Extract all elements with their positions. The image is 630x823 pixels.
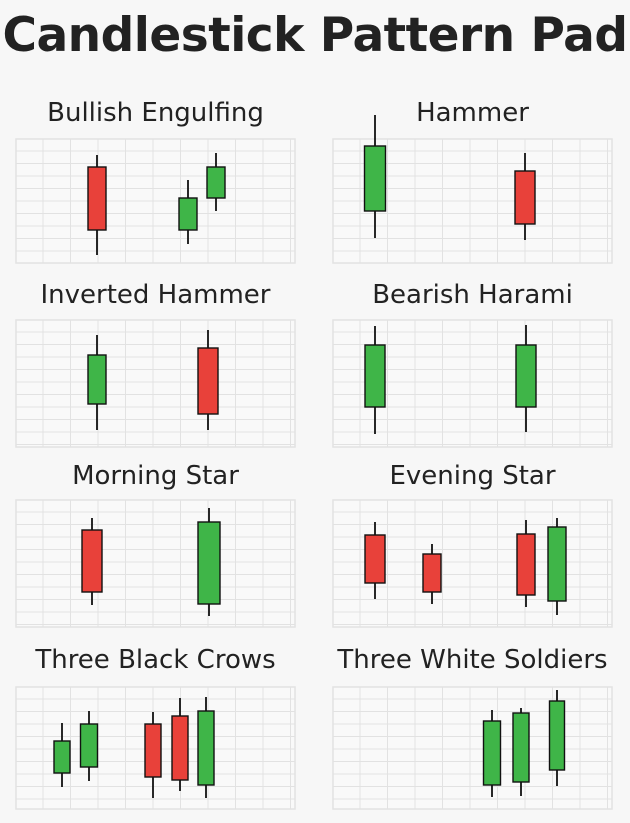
bullish-candle: [482, 720, 502, 786]
pattern-panel: [15, 319, 296, 448]
bullish-candle: [197, 521, 221, 605]
bearish-candle: [171, 715, 189, 781]
bearish-candle: [422, 553, 442, 593]
bearish-candle: [514, 170, 536, 225]
bullish-candle: [197, 710, 215, 786]
pattern-title: Bearish Harami: [372, 280, 573, 310]
bullish-candle: [548, 700, 566, 771]
pattern-title: Evening Star: [389, 461, 556, 491]
pattern-title: Hammer: [416, 98, 529, 128]
bearish-candle: [197, 347, 219, 415]
bullish-candle: [206, 166, 226, 199]
bullish-candle: [87, 354, 107, 405]
pattern-panel: [332, 686, 613, 810]
bullish-candle: [364, 344, 386, 408]
bearish-candle: [87, 166, 107, 231]
bullish-candle: [53, 740, 71, 774]
bearish-candle: [81, 529, 103, 593]
bearish-candle: [144, 723, 162, 778]
bullish-candle: [79, 723, 99, 768]
pattern-panel: [15, 499, 296, 628]
page-title: Candlestick Pattern Pad: [2, 8, 628, 63]
bullish-candle: [512, 712, 530, 783]
bullish-candle: [515, 344, 537, 408]
bearish-candle: [516, 533, 536, 596]
bullish-candle: [363, 145, 387, 212]
pattern-title: Bullish Engulfing: [47, 98, 264, 128]
bearish-candle: [364, 534, 386, 584]
pattern-title: Morning Star: [72, 461, 239, 491]
pattern-title: Three White Soldiers: [337, 645, 608, 675]
pattern-title: Three Black Crows: [35, 645, 276, 675]
bullish-candle: [547, 526, 567, 602]
bullish-candle: [178, 197, 198, 231]
pattern-title: Inverted Hammer: [40, 280, 271, 310]
